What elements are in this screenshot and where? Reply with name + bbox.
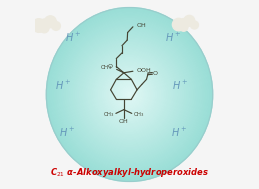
Ellipse shape <box>127 92 132 97</box>
Ellipse shape <box>111 75 148 114</box>
Ellipse shape <box>107 71 152 118</box>
Ellipse shape <box>123 88 136 101</box>
Ellipse shape <box>71 34 188 155</box>
Text: OOH: OOH <box>137 68 152 73</box>
Ellipse shape <box>48 10 211 179</box>
Text: $H^+$: $H^+$ <box>172 78 189 92</box>
Circle shape <box>52 22 60 30</box>
Ellipse shape <box>59 21 200 168</box>
Text: $H^+$: $H^+$ <box>170 126 187 139</box>
Ellipse shape <box>82 45 177 145</box>
Text: CH$_3$: CH$_3$ <box>133 110 145 119</box>
Ellipse shape <box>94 57 165 132</box>
Ellipse shape <box>92 55 167 134</box>
Ellipse shape <box>73 36 186 153</box>
Text: OH: OH <box>119 119 129 124</box>
Circle shape <box>184 15 195 26</box>
Ellipse shape <box>109 73 150 116</box>
Text: $H^+$: $H^+$ <box>165 31 181 44</box>
Text: $H^+$: $H^+$ <box>59 126 75 139</box>
Text: OH: OH <box>137 23 147 28</box>
Ellipse shape <box>57 19 202 171</box>
Text: C$_{21}$ α-Alkoxyalkyl-hydroperoxides: C$_{21}$ α-Alkoxyalkyl-hydroperoxides <box>50 167 209 179</box>
Ellipse shape <box>98 62 161 127</box>
Ellipse shape <box>100 64 159 125</box>
Ellipse shape <box>77 40 182 149</box>
Ellipse shape <box>113 77 146 112</box>
Ellipse shape <box>90 53 169 136</box>
Circle shape <box>40 23 49 33</box>
Ellipse shape <box>84 47 175 142</box>
Ellipse shape <box>65 27 194 162</box>
Ellipse shape <box>96 60 163 129</box>
Circle shape <box>45 16 56 28</box>
Circle shape <box>172 18 185 31</box>
Ellipse shape <box>117 81 142 108</box>
Ellipse shape <box>119 84 140 105</box>
Ellipse shape <box>61 23 198 166</box>
Ellipse shape <box>115 79 144 110</box>
Text: CH$_3$: CH$_3$ <box>100 64 112 73</box>
Ellipse shape <box>51 12 208 177</box>
Circle shape <box>179 22 188 31</box>
Ellipse shape <box>86 49 173 140</box>
Text: $H^+$: $H^+$ <box>65 31 81 44</box>
Ellipse shape <box>80 42 179 147</box>
Circle shape <box>39 19 50 30</box>
Circle shape <box>32 19 46 32</box>
Text: O: O <box>108 64 113 69</box>
Ellipse shape <box>121 86 138 103</box>
Ellipse shape <box>125 90 134 99</box>
Ellipse shape <box>53 14 206 175</box>
Ellipse shape <box>46 8 213 181</box>
Circle shape <box>179 19 189 29</box>
Text: $H^+$: $H^+$ <box>55 78 71 92</box>
Ellipse shape <box>67 29 192 160</box>
Ellipse shape <box>69 32 190 158</box>
Ellipse shape <box>103 66 156 123</box>
Ellipse shape <box>88 51 171 138</box>
Ellipse shape <box>55 16 204 173</box>
Circle shape <box>190 21 198 29</box>
Ellipse shape <box>63 25 196 164</box>
Text: CH$_3$: CH$_3$ <box>103 110 115 119</box>
Ellipse shape <box>105 68 154 121</box>
Ellipse shape <box>75 38 184 151</box>
Text: O: O <box>153 71 158 76</box>
